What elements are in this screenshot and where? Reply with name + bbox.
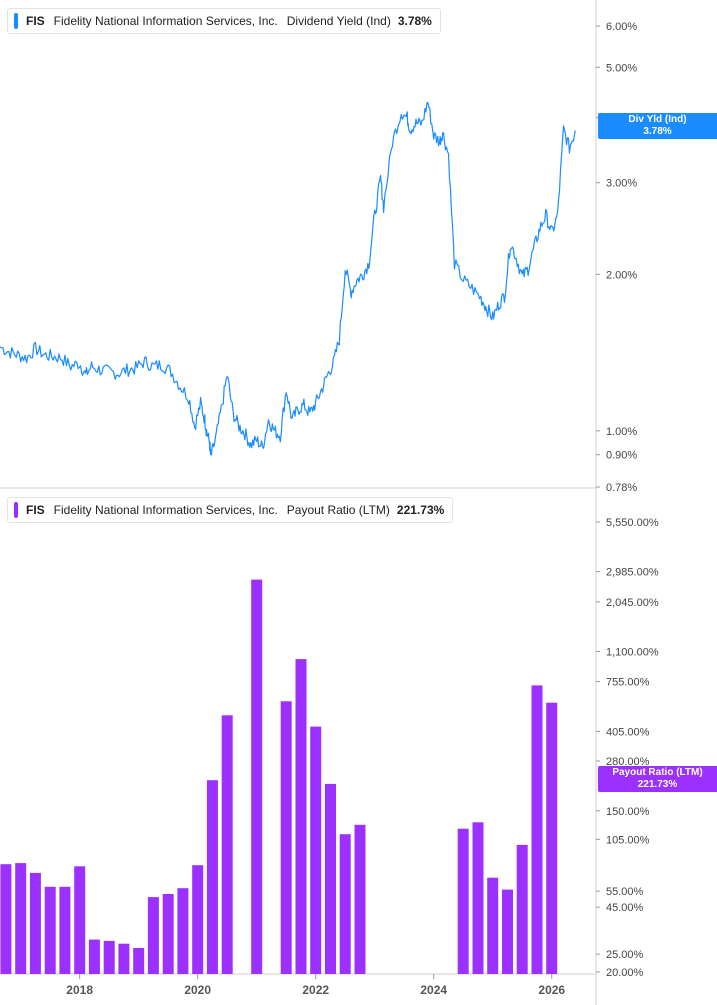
payout-ytick-label: 25.00% (606, 949, 644, 961)
payout-bar (0, 864, 12, 974)
payout-bar (295, 659, 307, 974)
payout-bar (487, 877, 499, 974)
payout-ytick-label: 755.00% (606, 677, 650, 689)
payout-ytick-label: 2,045.00% (606, 597, 659, 609)
yield-ytick-label: 2.00% (606, 269, 637, 281)
top-legend-ticker: FIS (26, 14, 45, 28)
payout-bar (531, 685, 543, 974)
payout-ytick-label: 5,550.00% (606, 517, 659, 529)
bottom-legend-swatch (14, 502, 18, 518)
bottom-legend-value: 221.73% (396, 503, 445, 517)
dividend-yield-line (0, 101, 576, 456)
payout-bar (118, 943, 130, 974)
xtick-label: 2022 (302, 983, 329, 997)
payout-ytick-label: 2,985.00% (606, 567, 659, 579)
payout-bar (29, 872, 41, 974)
payout-bars (0, 579, 558, 974)
bottom-legend-metric: Payout Ratio (LTM) (286, 503, 390, 517)
payout-bar (74, 866, 86, 974)
payout-bar (280, 701, 292, 974)
payout-bar (133, 948, 145, 974)
bottom-legend-company: Fidelity National Information Services, … (53, 503, 278, 517)
payout-bar (15, 863, 27, 974)
xtick-label: 2018 (66, 983, 93, 997)
top-legend-value: 3.78% (397, 14, 432, 28)
xtick-label: 2024 (420, 983, 447, 997)
div-yield-price-tag: Div Yld (Ind) 3.78% (598, 113, 717, 139)
payout-bar (339, 834, 351, 974)
top-legend-metric: Dividend Yield (Ind) (286, 14, 391, 28)
payout-bar (457, 828, 469, 974)
payout-ytick-label: 1,100.00% (606, 646, 659, 658)
payout-tag-label: Payout Ratio (LTM) (612, 767, 703, 778)
payout-ytick-label: 280.00% (606, 756, 650, 768)
top-legend-company: Fidelity National Information Services, … (53, 14, 278, 28)
y-axis-ticks: 6.00%5.00%4.00%3.00%2.00%1.00%0.90%0.78%… (596, 21, 659, 979)
payout-bar (516, 844, 528, 974)
xtick-label: 2020 (184, 983, 211, 997)
payout-bar (354, 824, 366, 974)
payout-ytick-label: 20.00% (606, 967, 644, 979)
yield-ytick-label: 0.78% (606, 482, 637, 494)
payout-bar (502, 889, 513, 974)
div-yield-tag-value: 3.78% (643, 126, 672, 137)
payout-bar (147, 897, 159, 974)
top-legend[interactable]: FIS Fidelity National Information Servic… (7, 8, 441, 34)
div-yield-tag-label: Div Yld (Ind) (628, 114, 687, 125)
payout-bar (44, 886, 56, 974)
bottom-legend[interactable]: FIS Fidelity National Information Servic… (7, 497, 454, 523)
yield-ytick-label: 5.00% (606, 62, 637, 74)
payout-bar (88, 939, 100, 974)
payout-tag-value: 221.73% (637, 779, 678, 790)
yield-ytick-label: 3.00% (606, 178, 637, 190)
payout-bar (177, 888, 189, 974)
payout-ytick-label: 45.00% (606, 902, 644, 914)
payout-bar (221, 715, 233, 974)
xtick-label: 2026 (538, 983, 565, 997)
payout-bar (325, 783, 336, 974)
payout-ytick-label: 105.00% (606, 834, 650, 846)
payout-ytick-label: 55.00% (606, 886, 644, 898)
payout-bar (472, 822, 484, 974)
top-legend-swatch (14, 13, 18, 29)
payout-ytick-label: 405.00% (606, 726, 650, 738)
yield-ytick-label: 0.90% (606, 450, 637, 462)
payout-bar (162, 894, 174, 974)
payout-bar (251, 579, 263, 974)
payout-bar (192, 865, 204, 974)
payout-bar (206, 780, 218, 974)
payout-ytick-label: 150.00% (606, 806, 650, 818)
payout-bar (59, 886, 71, 974)
payout-bar (103, 940, 115, 974)
payout-ratio-price-tag: Payout Ratio (LTM) 221.73% (598, 766, 717, 792)
bottom-legend-ticker: FIS (26, 503, 45, 517)
yield-ytick-label: 6.00% (606, 21, 637, 33)
x-axis-ticks: 2018 2020 2022 2024 2026 (66, 974, 565, 997)
yield-line-layer (0, 101, 576, 456)
yield-ytick-label: 1.00% (606, 426, 637, 438)
payout-bar (310, 726, 322, 974)
payout-bar (546, 702, 558, 974)
